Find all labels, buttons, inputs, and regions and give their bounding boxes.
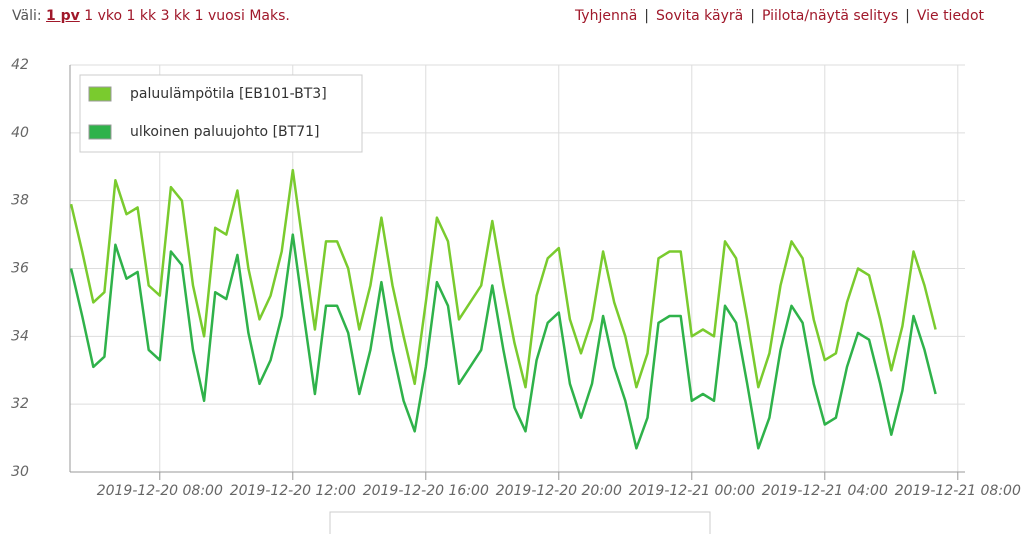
x-tick-label: 2019-12-21 08:00 bbox=[895, 483, 1021, 499]
legend-label: paluulämpötila [EB101-BT3] bbox=[130, 86, 327, 102]
x-tick-label: 2019-12-20 16:00 bbox=[363, 483, 489, 499]
y-tick-label: 30 bbox=[11, 464, 29, 480]
range-bar: Väli: 1 pv 1 vko 1 kk 3 kk 1 vuosi Maks. bbox=[12, 8, 290, 28]
legend-label: ulkoinen paluujohto [BT71] bbox=[130, 124, 319, 140]
x-tick-label: 2019-12-20 20:00 bbox=[496, 483, 622, 499]
action-link[interactable]: Piilota/näytä selitys bbox=[761, 8, 899, 24]
separator: | bbox=[644, 8, 650, 24]
legend-swatch bbox=[88, 86, 112, 102]
y-tick-label: 36 bbox=[11, 261, 29, 277]
y-tick-label: 38 bbox=[11, 193, 29, 209]
range-link[interactable]: 1 pv bbox=[46, 8, 80, 24]
range-link[interactable]: 3 kk bbox=[160, 8, 191, 24]
separator: | bbox=[905, 8, 910, 24]
x-tick-label: 2019-12-20 08:00 bbox=[97, 483, 223, 499]
toolbar: Väli: 1 pv 1 vko 1 kk 3 kk 1 vuosi Maks.… bbox=[12, 8, 984, 28]
series-line bbox=[69, 233, 937, 450]
y-tick-label: 32 bbox=[11, 396, 29, 412]
range-label: Väli: bbox=[12, 8, 42, 24]
x-tick-label: 2019-12-21 04:00 bbox=[762, 483, 888, 499]
navigator bbox=[329, 511, 711, 534]
range-link[interactable]: Maks. bbox=[249, 8, 290, 24]
x-tick-label: 2019-12-21 00:00 bbox=[629, 483, 755, 499]
x-tick-label: 2019-12-20 12:00 bbox=[230, 483, 356, 499]
action-link[interactable]: Vie tiedot bbox=[916, 8, 984, 24]
action-bar: Tyhjennä | Sovita käyrä | Piilota/näytä seli… bbox=[575, 8, 984, 28]
range-link[interactable]: 1 vuosi bbox=[194, 8, 245, 24]
y-tick-label: 42 bbox=[11, 57, 29, 73]
y-tick-label: 34 bbox=[11, 328, 29, 344]
range-link[interactable]: 1 vko bbox=[84, 8, 123, 24]
range-link[interactable]: 1 kk bbox=[126, 8, 157, 24]
separator: | bbox=[750, 8, 755, 24]
action-link[interactable]: Sovita käyrä bbox=[656, 8, 744, 24]
legend-box bbox=[79, 74, 363, 153]
legend-swatch bbox=[88, 124, 112, 140]
series-line bbox=[69, 168, 937, 389]
action-link[interactable]: Tyhjennä bbox=[574, 8, 638, 24]
y-tick-label: 40 bbox=[11, 125, 29, 141]
